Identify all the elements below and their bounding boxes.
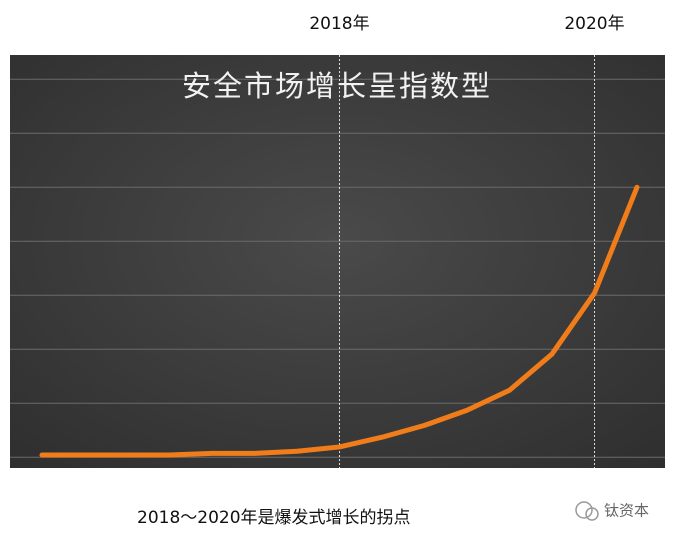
watermark-icon [575, 501, 599, 521]
data-line [39, 184, 640, 458]
watermark: 钛资本 [604, 502, 649, 520]
x-tick-label: 2018年 [309, 14, 369, 34]
caption: 2018～2020年是爆发式增长的拐点 [137, 508, 411, 528]
chart-title: 安全市场增长呈指数型 [182, 69, 492, 103]
plot-background [10, 55, 665, 468]
x-tick-label: 2020年 [564, 14, 624, 34]
